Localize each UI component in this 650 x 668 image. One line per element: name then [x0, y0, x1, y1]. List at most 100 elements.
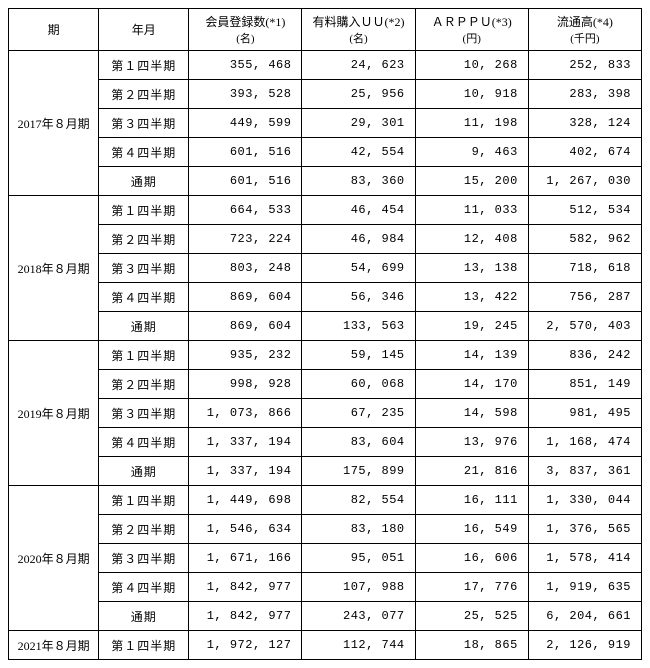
- quarter-label: 第４四半期: [99, 428, 189, 457]
- quarter-label: 第２四半期: [99, 515, 189, 544]
- cell-paiduu: 83, 604: [302, 428, 415, 457]
- table-row: 第２四半期393, 52825, 95610, 918283, 398: [9, 80, 642, 109]
- cell-members: 601, 516: [189, 167, 302, 196]
- cell-gmv: 2, 126, 919: [528, 631, 641, 660]
- table-row: 2018年８月期第１四半期664, 53346, 45411, 033512, …: [9, 196, 642, 225]
- cell-paiduu: 60, 068: [302, 370, 415, 399]
- cell-gmv: 252, 833: [528, 51, 641, 80]
- cell-members: 664, 533: [189, 196, 302, 225]
- table-row: 通期601, 51683, 36015, 2001, 267, 030: [9, 167, 642, 196]
- cell-gmv: 836, 242: [528, 341, 641, 370]
- quarter-label: 第４四半期: [99, 283, 189, 312]
- cell-members: 1, 972, 127: [189, 631, 302, 660]
- hdr-members-sub: (名): [195, 30, 295, 46]
- cell-arppu: 10, 268: [415, 51, 528, 80]
- cell-paiduu: 46, 984: [302, 225, 415, 254]
- cell-paiduu: 95, 051: [302, 544, 415, 573]
- table-row: 第３四半期1, 671, 16695, 05116, 6061, 578, 41…: [9, 544, 642, 573]
- cell-paiduu: 46, 454: [302, 196, 415, 225]
- quarter-label: 通期: [99, 602, 189, 631]
- quarter-label: 第１四半期: [99, 51, 189, 80]
- table-row: 第４四半期1, 337, 19483, 60413, 9761, 168, 47…: [9, 428, 642, 457]
- quarter-label: 第１四半期: [99, 341, 189, 370]
- quarter-label: 通期: [99, 167, 189, 196]
- table-row: 第２四半期998, 92860, 06814, 170851, 149: [9, 370, 642, 399]
- cell-gmv: 328, 124: [528, 109, 641, 138]
- cell-gmv: 1, 376, 565: [528, 515, 641, 544]
- cell-arppu: 14, 170: [415, 370, 528, 399]
- period-label: 2017年８月期: [9, 51, 99, 196]
- cell-members: 935, 232: [189, 341, 302, 370]
- cell-members: 601, 516: [189, 138, 302, 167]
- cell-arppu: 16, 606: [415, 544, 528, 573]
- cell-arppu: 18, 865: [415, 631, 528, 660]
- cell-paiduu: 25, 956: [302, 80, 415, 109]
- hdr-arppu: ＡＲＰＰＵ(*3) (円): [415, 9, 528, 51]
- cell-members: 355, 468: [189, 51, 302, 80]
- cell-members: 1, 337, 194: [189, 457, 302, 486]
- cell-gmv: 1, 168, 474: [528, 428, 641, 457]
- cell-arppu: 13, 976: [415, 428, 528, 457]
- cell-paiduu: 56, 346: [302, 283, 415, 312]
- quarter-label: 第２四半期: [99, 370, 189, 399]
- period-label: 2020年８月期: [9, 486, 99, 631]
- cell-paiduu: 83, 180: [302, 515, 415, 544]
- table-row: 通期869, 604133, 56319, 2452, 570, 403: [9, 312, 642, 341]
- quarter-label: 第４四半期: [99, 138, 189, 167]
- cell-arppu: 10, 918: [415, 80, 528, 109]
- cell-members: 1, 449, 698: [189, 486, 302, 515]
- table-row: 第２四半期1, 546, 63483, 18016, 5491, 376, 56…: [9, 515, 642, 544]
- cell-arppu: 11, 198: [415, 109, 528, 138]
- quarter-label: 第４四半期: [99, 573, 189, 602]
- cell-arppu: 25, 525: [415, 602, 528, 631]
- cell-arppu: 14, 598: [415, 399, 528, 428]
- quarter-label: 第１四半期: [99, 196, 189, 225]
- cell-gmv: 1, 330, 044: [528, 486, 641, 515]
- cell-members: 1, 671, 166: [189, 544, 302, 573]
- hdr-paiduu-top: 有料購入ＵＵ(*2): [313, 15, 405, 29]
- cell-arppu: 19, 245: [415, 312, 528, 341]
- quarter-label: 第２四半期: [99, 80, 189, 109]
- cell-gmv: 582, 962: [528, 225, 641, 254]
- cell-members: 1, 842, 977: [189, 573, 302, 602]
- period-label: 2019年８月期: [9, 341, 99, 486]
- hdr-arppu-top: ＡＲＰＰＵ(*3): [432, 15, 512, 29]
- cell-members: 869, 604: [189, 312, 302, 341]
- quarter-label: 第１四半期: [99, 486, 189, 515]
- hdr-gmv: 流通高(*4) (千円): [528, 9, 641, 51]
- hdr-period: 期: [9, 9, 99, 51]
- cell-gmv: 402, 674: [528, 138, 641, 167]
- table-row: 第３四半期1, 073, 86667, 23514, 598981, 495: [9, 399, 642, 428]
- period-label: 2021年８月期: [9, 631, 99, 660]
- cell-gmv: 3, 837, 361: [528, 457, 641, 486]
- cell-arppu: 16, 111: [415, 486, 528, 515]
- cell-arppu: 13, 138: [415, 254, 528, 283]
- cell-arppu: 13, 422: [415, 283, 528, 312]
- table-row: 第３四半期803, 24854, 69913, 138718, 618: [9, 254, 642, 283]
- hdr-arppu-sub: (円): [422, 30, 522, 46]
- hdr-gmv-top: 流通高(*4): [557, 15, 613, 29]
- cell-gmv: 981, 495: [528, 399, 641, 428]
- table-row: 2017年８月期第１四半期355, 46824, 62310, 268252, …: [9, 51, 642, 80]
- cell-paiduu: 24, 623: [302, 51, 415, 80]
- cell-arppu: 9, 463: [415, 138, 528, 167]
- cell-arppu: 16, 549: [415, 515, 528, 544]
- table-row: 第４四半期869, 60456, 34613, 422756, 287: [9, 283, 642, 312]
- cell-gmv: 851, 149: [528, 370, 641, 399]
- cell-paiduu: 42, 554: [302, 138, 415, 167]
- cell-gmv: 2, 570, 403: [528, 312, 641, 341]
- cell-paiduu: 83, 360: [302, 167, 415, 196]
- cell-gmv: 718, 618: [528, 254, 641, 283]
- table-row: 2019年８月期第１四半期935, 23259, 14514, 139836, …: [9, 341, 642, 370]
- financial-kpi-table: 期 年月 会員登録数(*1) (名) 有料購入ＵＵ(*2) (名) ＡＲＰＰＵ(…: [8, 8, 642, 660]
- cell-arppu: 12, 408: [415, 225, 528, 254]
- table-row: 第４四半期1, 842, 977107, 98817, 7761, 919, 6…: [9, 573, 642, 602]
- cell-arppu: 17, 776: [415, 573, 528, 602]
- table-row: 第３四半期449, 59929, 30111, 198328, 124: [9, 109, 642, 138]
- cell-paiduu: 29, 301: [302, 109, 415, 138]
- table-row: 通期1, 842, 977243, 07725, 5256, 204, 661: [9, 602, 642, 631]
- hdr-members: 会員登録数(*1) (名): [189, 9, 302, 51]
- period-label: 2018年８月期: [9, 196, 99, 341]
- cell-paiduu: 59, 145: [302, 341, 415, 370]
- hdr-paiduu: 有料購入ＵＵ(*2) (名): [302, 9, 415, 51]
